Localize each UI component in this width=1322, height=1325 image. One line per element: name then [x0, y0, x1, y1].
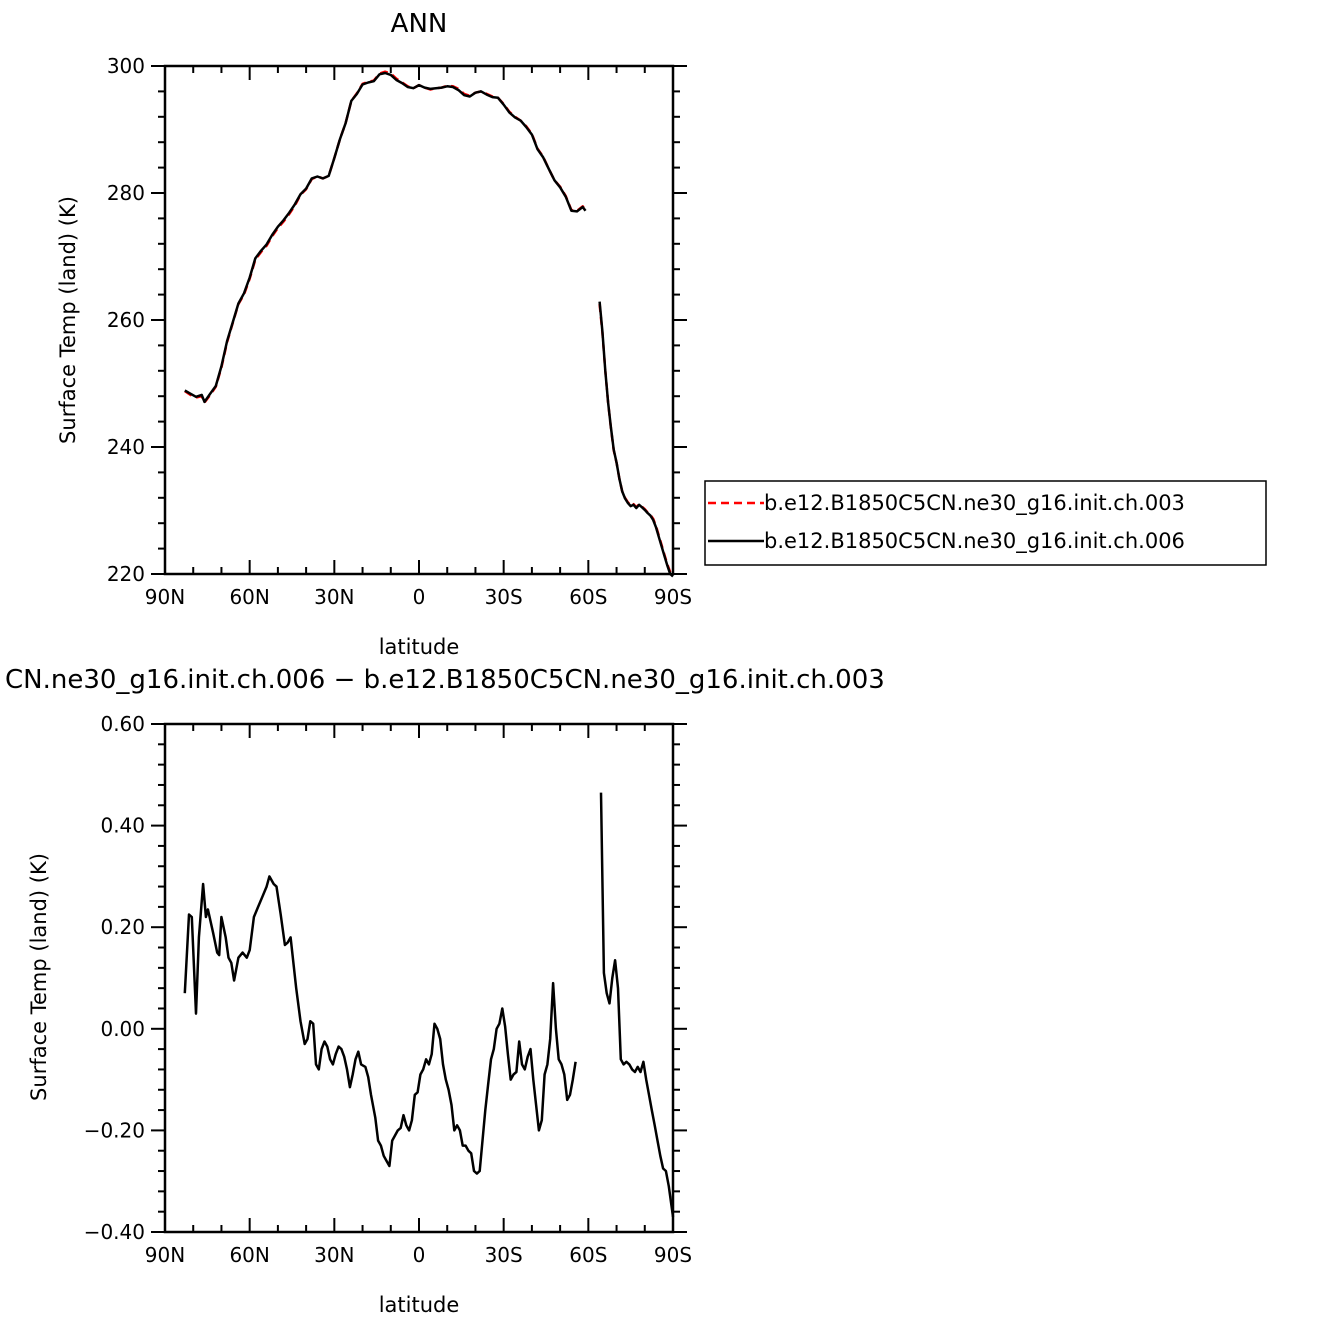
top-x-tick-label: 60N [229, 585, 269, 609]
legend-box [704, 480, 1267, 566]
bottom-plot-frame [163, 722, 675, 1234]
top-x-tick-label: 30N [314, 585, 354, 609]
top-y-axis-label: Surface Temp (land) (K) [56, 196, 80, 444]
top-y-tick-label: 280 [107, 181, 145, 205]
bottom-y-tick-label: 0.00 [100, 1017, 145, 1041]
bottom-x-tick-label: 30N [314, 1243, 354, 1267]
top-series-1-line-segment-1 [184, 70, 587, 404]
bottom-y-tick-label: 0.60 [100, 712, 145, 736]
bottom-x-tick-label: 60N [229, 1243, 269, 1267]
legend: b.e12.B1850C5CN.ne30_g16.init.ch.003 b.e… [704, 480, 1267, 566]
top-series-lines [184, 70, 674, 578]
bottom-y-axis-label: Surface Temp (land) (K) [27, 853, 51, 1101]
bottom-x-tick-label: 0 [413, 1243, 426, 1267]
top-series-1-line-segment-2 [598, 303, 674, 576]
bottom-panel: CN.ne30_g16.init.ch.006 − b.e12.B1850C5C… [5, 665, 885, 1317]
legend-label-series-1: b.e12.B1850C5CN.ne30_g16.init.ch.003 [764, 491, 1185, 516]
bottom-x-tick-label: 60S [569, 1243, 607, 1267]
top-x-tick-label: 0 [413, 585, 426, 609]
bottom-x-tick-label: 30S [485, 1243, 523, 1267]
bottom-series-lines [183, 792, 675, 1217]
top-axis-ticks: 90N 60N 30N 0 30S 60S 90S 220 240 260 280 300 [107, 54, 692, 609]
bottom-x-tick-label: 90N [145, 1243, 185, 1267]
bottom-x-tick-label: 90S [654, 1243, 692, 1267]
bottom-y-tick-label: −0.40 [84, 1220, 145, 1244]
legend-label-series-2: b.e12.B1850C5CN.ne30_g16.init.ch.006 [764, 529, 1185, 554]
bottom-axis-ticks: 90N 60N 30N 0 30S 60S 90S −0.40 −0.20 0.00 0.20 0.4… [84, 712, 692, 1267]
bottom-y-tick-label: −0.20 [84, 1118, 145, 1142]
bottom-series-1-line-segment-2 [599, 792, 675, 1217]
top-y-tick-label: 260 [107, 308, 145, 332]
top-x-tick-label: 90S [654, 585, 692, 609]
bottom-chart-title: CN.ne30_g16.init.ch.006 − b.e12.B1850C5C… [5, 665, 885, 695]
top-series-2-line-segment-2 [598, 301, 674, 578]
bottom-series-1-line-segment-1 [183, 875, 577, 1175]
top-y-tick-label: 240 [107, 435, 145, 459]
top-x-axis-label: latitude [379, 635, 460, 659]
top-x-tick-label: 90N [145, 585, 185, 609]
top-x-tick-label: 60S [569, 585, 607, 609]
top-panel: ANN 90N 60N 30N 0 30S 60S 90S 220 240 260 280 300 l… [56, 9, 1267, 659]
top-y-tick-label: 300 [107, 54, 145, 78]
top-y-tick-label: 220 [107, 562, 145, 586]
bottom-y-tick-label: 0.20 [100, 915, 145, 939]
bottom-y-tick-label: 0.40 [100, 814, 145, 838]
top-chart-title: ANN [391, 9, 448, 39]
top-series-2-line-segment-1 [184, 71, 587, 404]
top-x-tick-label: 30S [485, 585, 523, 609]
top-plot-frame [163, 64, 675, 576]
bottom-x-axis-label: latitude [379, 1293, 460, 1317]
